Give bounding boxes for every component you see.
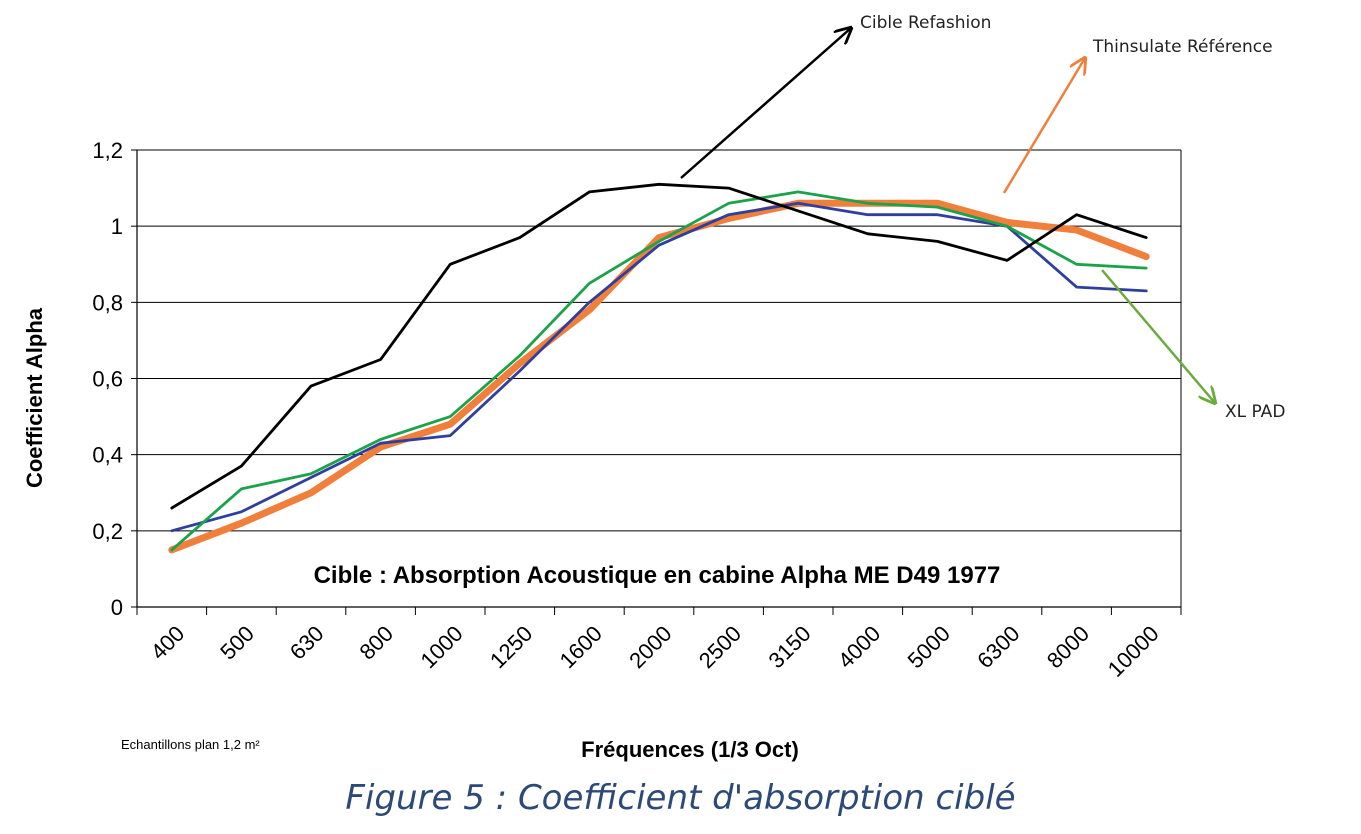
x-tick-label: 8000 — [1042, 621, 1094, 673]
x-tick-label: 3150 — [763, 621, 815, 673]
x-tick-labels: 400 500 630 800 1000 1250 1600 2000 2500 3150 4000… — [146, 621, 1164, 682]
x-tick-label: 1600 — [555, 621, 607, 673]
x-tick-label: 800 — [354, 621, 398, 665]
series-lines — [168, 182, 1150, 554]
y-tick-label: 1 — [111, 214, 123, 239]
chart-inner-title: Cible : Absorption Acoustique en cabine … — [314, 562, 1001, 589]
sample-note: Echantillons plan 1,2 m² — [121, 737, 260, 752]
y-tick-label: 0 — [111, 595, 123, 620]
series-line-2 — [170, 190, 1148, 552]
y-tick-labels: 0 0,2 0,4 0,6 0,8 1 1,2 — [92, 138, 123, 620]
x-tick-label: 2000 — [624, 621, 676, 673]
xl-pad-arrow — [1101, 269, 1215, 403]
absorption-chart: 0 0,2 0,4 0,6 0,8 1 1,2 400 500 630 800 1000 1250 16… — [22, 13, 1285, 762]
xl-pad-label: XL PAD — [1225, 402, 1285, 422]
x-tick-label: 1250 — [485, 621, 537, 673]
axes — [131, 149, 1182, 615]
y-tick-label: 0,2 — [92, 519, 123, 544]
x-tick-label: 10000 — [1103, 621, 1164, 682]
x-tick-label: 4000 — [833, 621, 885, 673]
y-axis-title: Coefficient Alpha — [22, 307, 47, 488]
x-tick-label: 500 — [215, 621, 259, 665]
x-tick-label: 5000 — [903, 621, 955, 673]
y-tick-label: 0,6 — [92, 367, 123, 392]
x-axis-title: Fréquences (1/3 Oct) — [581, 737, 799, 762]
cible-refashion-label: Cible Refashion — [860, 13, 991, 33]
x-tick-label: 630 — [285, 621, 329, 665]
grid — [137, 149, 1181, 532]
series-line-3 — [170, 201, 1148, 533]
thinsulate-label: Thinsulate Référence — [1092, 37, 1273, 57]
thinsulate-arrow — [1002, 58, 1085, 194]
x-tick-label: 1000 — [415, 621, 467, 673]
y-tick-label: 0,8 — [92, 290, 123, 315]
cible-refashion-arrow — [680, 28, 851, 179]
y-tick-label: 0,4 — [92, 443, 123, 468]
series-line-1 — [168, 199, 1150, 554]
x-tick-label: 400 — [146, 621, 190, 665]
series-line-0 — [170, 182, 1148, 510]
figure-caption: Figure 5 : Coefficient d'absorption cibl… — [345, 778, 1016, 818]
y-tick-label: 1,2 — [92, 138, 123, 163]
x-tick-label: 2500 — [694, 621, 746, 673]
x-tick-label: 6300 — [972, 621, 1024, 673]
